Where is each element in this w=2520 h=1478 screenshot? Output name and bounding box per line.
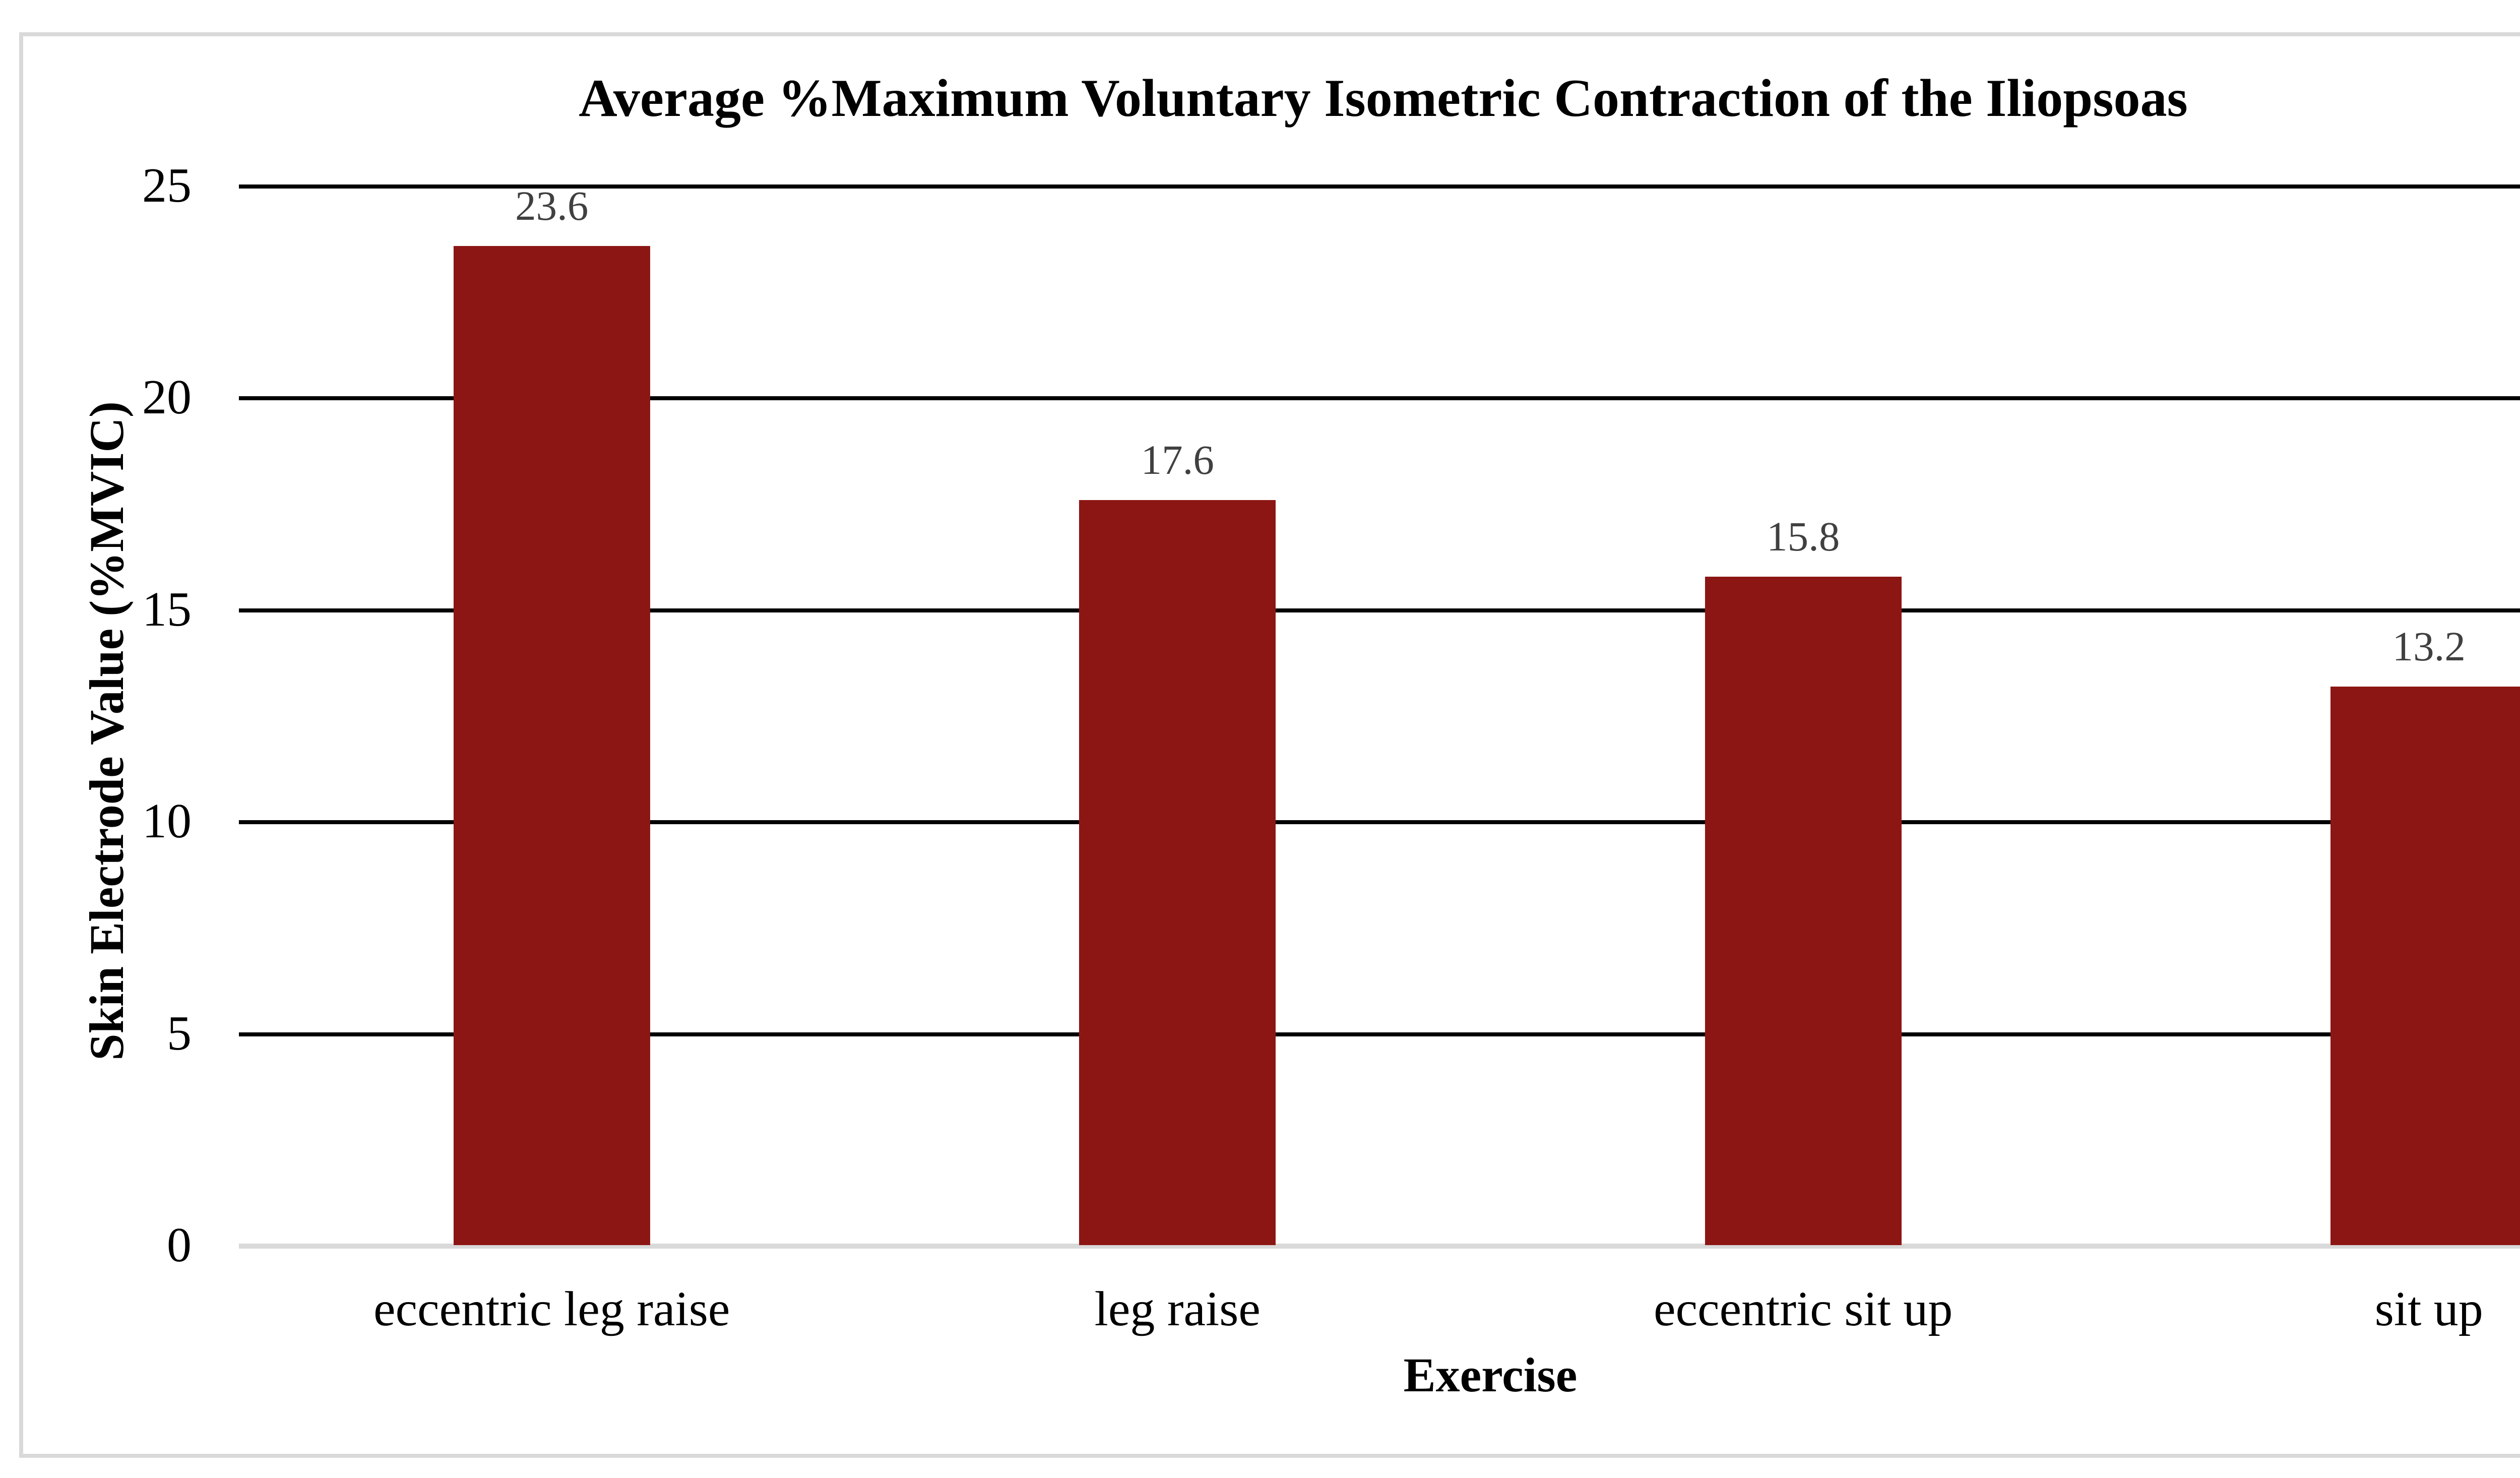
bar-eccentric-leg-raise bbox=[453, 245, 650, 1245]
y-tick-label-20: 20 bbox=[142, 370, 192, 425]
category-label: sit up bbox=[2374, 1282, 2483, 1336]
y-tick-label-15: 15 bbox=[142, 582, 192, 637]
gridline-15 bbox=[239, 608, 2520, 612]
bar-value-label: 23.6 bbox=[515, 182, 589, 229]
y-tick-label-10: 10 bbox=[142, 794, 192, 849]
chart-title: Average %Maximum Voluntary Isometric Con… bbox=[579, 69, 2188, 128]
y-tick-label-0: 0 bbox=[167, 1218, 192, 1272]
y-tick-label-25: 25 bbox=[142, 158, 192, 213]
x-axis-title: Exercise bbox=[1403, 1348, 1578, 1402]
gridline-10 bbox=[239, 820, 2520, 825]
bar-leg-raise bbox=[1079, 500, 1276, 1245]
y-tick-label-5: 5 bbox=[167, 1006, 192, 1061]
gridline-25 bbox=[239, 184, 2520, 189]
bar-eccentric-sit-up bbox=[1705, 576, 1902, 1245]
bar-value-label: 15.8 bbox=[1767, 513, 1840, 560]
category-label: eccentric leg raise bbox=[373, 1282, 730, 1336]
x-axis-line bbox=[239, 1244, 2520, 1249]
bar-sit-up bbox=[2330, 687, 2520, 1245]
category-label: eccentric sit up bbox=[1654, 1282, 1953, 1336]
bar-value-label: 17.6 bbox=[1141, 437, 1214, 483]
y-axis-title: Skin Electrode Value (%MVIC) bbox=[80, 401, 134, 1061]
category-label: leg raise bbox=[1094, 1282, 1261, 1336]
bar-value-label: 13.2 bbox=[2392, 623, 2466, 670]
gridline-20 bbox=[239, 396, 2520, 401]
gridline-5 bbox=[239, 1032, 2520, 1036]
